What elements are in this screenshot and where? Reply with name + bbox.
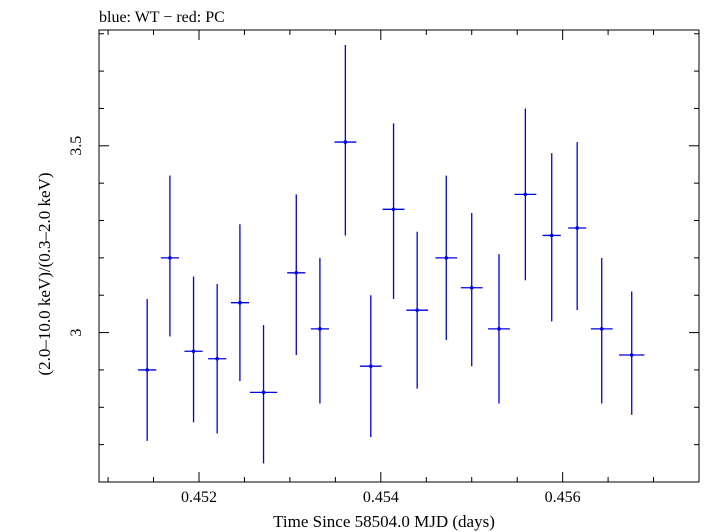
y-axis-label: (2.0–10.0 keV)/(0.3–2.0 keV) bbox=[35, 172, 54, 375]
point-marker bbox=[343, 140, 348, 144]
point-marker bbox=[629, 353, 634, 357]
point-marker bbox=[294, 271, 299, 275]
data-point bbox=[310, 257, 329, 404]
data-point bbox=[460, 213, 483, 367]
point-marker bbox=[497, 327, 501, 331]
data-point bbox=[138, 298, 157, 441]
data-point bbox=[542, 153, 561, 322]
point-marker bbox=[549, 233, 554, 238]
data-point bbox=[514, 108, 537, 281]
point-marker bbox=[238, 300, 242, 305]
data-point bbox=[287, 194, 306, 355]
data-point bbox=[406, 231, 429, 389]
data-point bbox=[208, 284, 227, 434]
data-point bbox=[382, 123, 405, 299]
point-marker bbox=[168, 256, 172, 260]
point-marker bbox=[191, 349, 196, 354]
point-marker bbox=[215, 356, 219, 361]
x-axis-label: Time Since 58504.0 MJD (days) bbox=[273, 512, 495, 531]
point-marker bbox=[261, 390, 266, 395]
y-tick-label: 3.5 bbox=[68, 136, 85, 156]
data-point bbox=[590, 257, 613, 404]
data-point bbox=[435, 175, 458, 341]
data-point bbox=[160, 175, 179, 337]
x-tick-label: 0.452 bbox=[181, 489, 217, 506]
y-tick-label: 3 bbox=[68, 329, 85, 337]
point-marker bbox=[523, 192, 528, 197]
data-point bbox=[249, 325, 278, 464]
data-point bbox=[334, 44, 357, 236]
chart-title: blue: WT − red: PC bbox=[99, 9, 225, 26]
plot-frame bbox=[98, 29, 700, 483]
point-marker bbox=[318, 327, 322, 331]
data-point bbox=[359, 295, 382, 438]
point-marker bbox=[145, 368, 149, 372]
data-point bbox=[184, 276, 203, 423]
point-marker bbox=[469, 285, 474, 290]
x-tick-label: 0.454 bbox=[363, 489, 399, 506]
data-point bbox=[619, 291, 645, 415]
point-marker bbox=[415, 308, 419, 312]
data-point bbox=[230, 224, 249, 382]
point-marker bbox=[444, 256, 449, 260]
point-marker bbox=[391, 207, 396, 212]
data-point bbox=[568, 142, 587, 311]
x-tick-label: 0.456 bbox=[545, 489, 581, 506]
data-point bbox=[488, 254, 510, 404]
data-marks bbox=[138, 44, 645, 464]
point-marker bbox=[575, 226, 579, 230]
point-marker bbox=[369, 364, 373, 368]
point-marker bbox=[599, 327, 604, 331]
axis-ticks: 0.452 0.454 0.456 3 3.5 bbox=[68, 30, 700, 506]
